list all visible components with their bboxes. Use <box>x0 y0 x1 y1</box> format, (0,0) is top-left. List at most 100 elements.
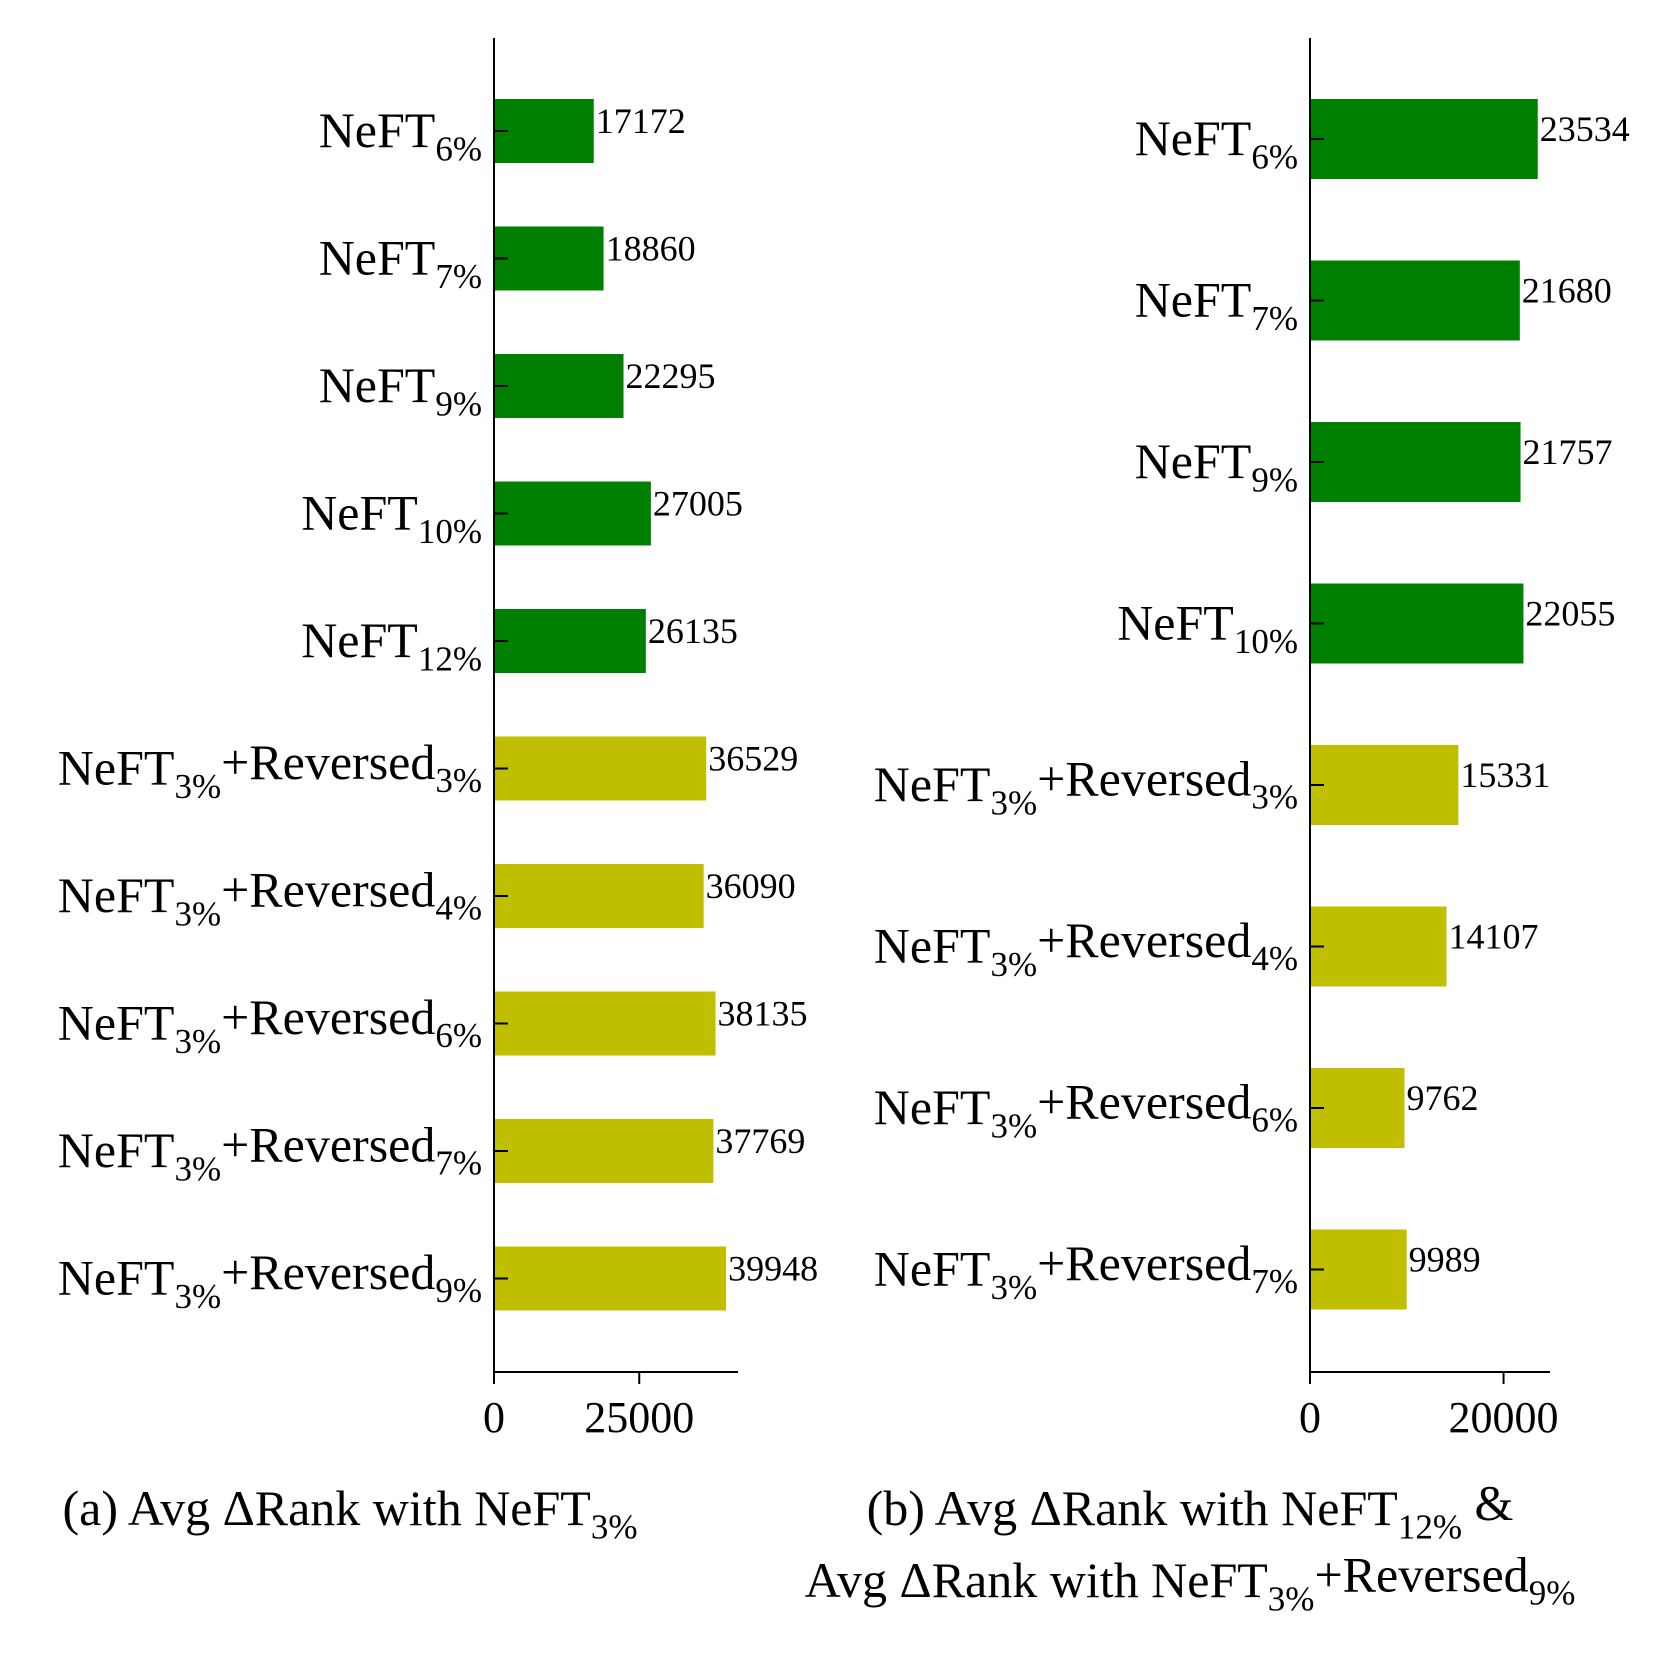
category-label-segment: 7% <box>1251 299 1298 338</box>
data-label: 27005 <box>653 484 743 524</box>
category-label-segment: 3% <box>174 1149 221 1188</box>
x-tick-label: 0 <box>483 1393 505 1442</box>
category-label-segment: +Reversed <box>221 1116 435 1172</box>
category-label-segment: NeFT <box>874 918 991 974</box>
category-label-segment: +Reversed <box>1037 1235 1251 1291</box>
category-label: NeFT9% <box>319 357 482 423</box>
category-label-segment: NeFT <box>874 756 991 812</box>
category-label-segment: NeFT <box>1135 433 1252 489</box>
category-label-segment: 6% <box>1251 137 1298 176</box>
category-label: NeFT12% <box>301 612 482 678</box>
category-label-segment: 3% <box>174 767 221 806</box>
x-tick-label: 25000 <box>584 1393 694 1442</box>
category-label-segment: NeFT <box>58 867 175 923</box>
bar <box>1310 745 1459 825</box>
panel-caption-segment: Avg ΔRank with NeFT <box>805 1552 1268 1608</box>
bar <box>1310 583 1524 664</box>
panel-caption-segment: 9% <box>1529 1574 1576 1613</box>
data-label: 14107 <box>1449 917 1539 957</box>
category-label-segment: 3% <box>174 1022 221 1061</box>
category-label-segment: 6% <box>1251 1101 1298 1140</box>
category-label-segment: 10% <box>418 512 482 551</box>
bar <box>494 226 604 291</box>
category-label-segment: 3% <box>990 1106 1037 1145</box>
category-label: NeFT3%+Reversed3% <box>58 734 482 806</box>
x-tick-label: 20000 <box>1449 1393 1559 1442</box>
category-label: NeFT3%+Reversed6% <box>58 989 482 1061</box>
category-label-segment: NeFT <box>319 230 436 286</box>
bar <box>1310 1229 1407 1310</box>
category-label: NeFT10% <box>301 485 482 551</box>
category-label-segment: 3% <box>174 894 221 933</box>
category-label-segment: NeFT <box>1117 595 1234 651</box>
category-label-segment: 4% <box>1251 939 1298 978</box>
data-label: 22295 <box>626 356 716 396</box>
category-label-segment: 3% <box>990 783 1037 822</box>
panel-b: 23534NeFT6%21680NeFT7%21757NeFT9%22055Ne… <box>805 38 1630 1618</box>
category-label-segment: NeFT <box>58 995 175 1051</box>
category-label: NeFT6% <box>319 102 482 168</box>
data-label: 36529 <box>708 739 798 779</box>
data-label: 21680 <box>1522 271 1612 311</box>
category-label-segment: NeFT <box>58 1122 175 1178</box>
bar <box>494 864 704 928</box>
category-label-segment: +Reversed <box>221 1244 435 1300</box>
category-label: NeFT6% <box>1135 110 1298 176</box>
panel-caption-segment: (a) Avg ΔRank with NeFT <box>62 1480 590 1536</box>
panel-caption-segment: 3% <box>1268 1579 1315 1618</box>
bar <box>494 1246 727 1311</box>
bar <box>1310 99 1538 179</box>
bar <box>1310 422 1521 502</box>
data-label: 9989 <box>1409 1240 1481 1280</box>
bar <box>494 1119 714 1183</box>
category-label-segment: 12% <box>418 639 482 678</box>
data-label: 9762 <box>1406 1078 1478 1118</box>
bar <box>494 991 716 1056</box>
data-label: 18860 <box>606 229 696 269</box>
category-label-segment: +Reversed <box>1037 750 1251 806</box>
category-label-segment: 3% <box>174 1277 221 1316</box>
category-label-segment: 10% <box>1234 622 1298 661</box>
category-label-segment: 7% <box>435 257 482 296</box>
panel-a: 17172NeFT6%18860NeFT7%22295NeFT9%27005Ne… <box>58 38 818 1546</box>
data-label: 36090 <box>706 866 796 906</box>
panel-caption-segment: 12% <box>1398 1507 1462 1546</box>
bar <box>494 99 594 163</box>
bar <box>1310 1068 1405 1148</box>
category-label-segment: NeFT <box>874 1241 991 1297</box>
bar <box>494 354 624 418</box>
category-label-segment: 9% <box>435 1271 482 1310</box>
category-label-segment: 6% <box>435 1016 482 1055</box>
category-label-segment: +Reversed <box>1037 912 1251 968</box>
bar <box>1310 906 1447 987</box>
category-label: NeFT3%+Reversed7% <box>58 1116 482 1188</box>
category-label: NeFT7% <box>319 230 482 296</box>
category-label-segment: 3% <box>990 1268 1037 1307</box>
category-label-segment: 3% <box>990 945 1037 984</box>
category-label-segment: NeFT <box>319 102 436 158</box>
category-label-segment: +Reversed <box>221 989 435 1045</box>
category-label-segment: NeFT <box>1135 272 1252 328</box>
category-label-segment: +Reversed <box>221 734 435 790</box>
panel-caption-segment: +Reversed <box>1314 1546 1528 1602</box>
data-label: 37769 <box>715 1121 805 1161</box>
category-label-segment: +Reversed <box>1037 1073 1251 1129</box>
category-label: NeFT3%+Reversed9% <box>58 1244 482 1316</box>
data-label: 26135 <box>648 611 738 651</box>
bar <box>494 481 651 546</box>
category-label-segment: +Reversed <box>221 861 435 917</box>
category-label-segment: NeFT <box>874 1079 991 1135</box>
panel-caption-segment: & <box>1462 1474 1513 1530</box>
category-label-segment: 7% <box>435 1144 482 1183</box>
category-label-segment: NeFT <box>1135 110 1252 166</box>
category-label: NeFT3%+Reversed6% <box>874 1073 1298 1145</box>
bar <box>494 736 707 801</box>
data-label: 23534 <box>1540 109 1630 149</box>
category-label: NeFT7% <box>1135 272 1298 338</box>
bar <box>494 609 646 673</box>
category-label: NeFT3%+Reversed7% <box>874 1235 1298 1307</box>
panel-caption-segment: (b) Avg ΔRank with NeFT <box>867 1480 1398 1536</box>
category-label-segment: NeFT <box>319 357 436 413</box>
category-label: NeFT3%+Reversed4% <box>874 912 1298 984</box>
data-label: 21757 <box>1523 432 1613 472</box>
